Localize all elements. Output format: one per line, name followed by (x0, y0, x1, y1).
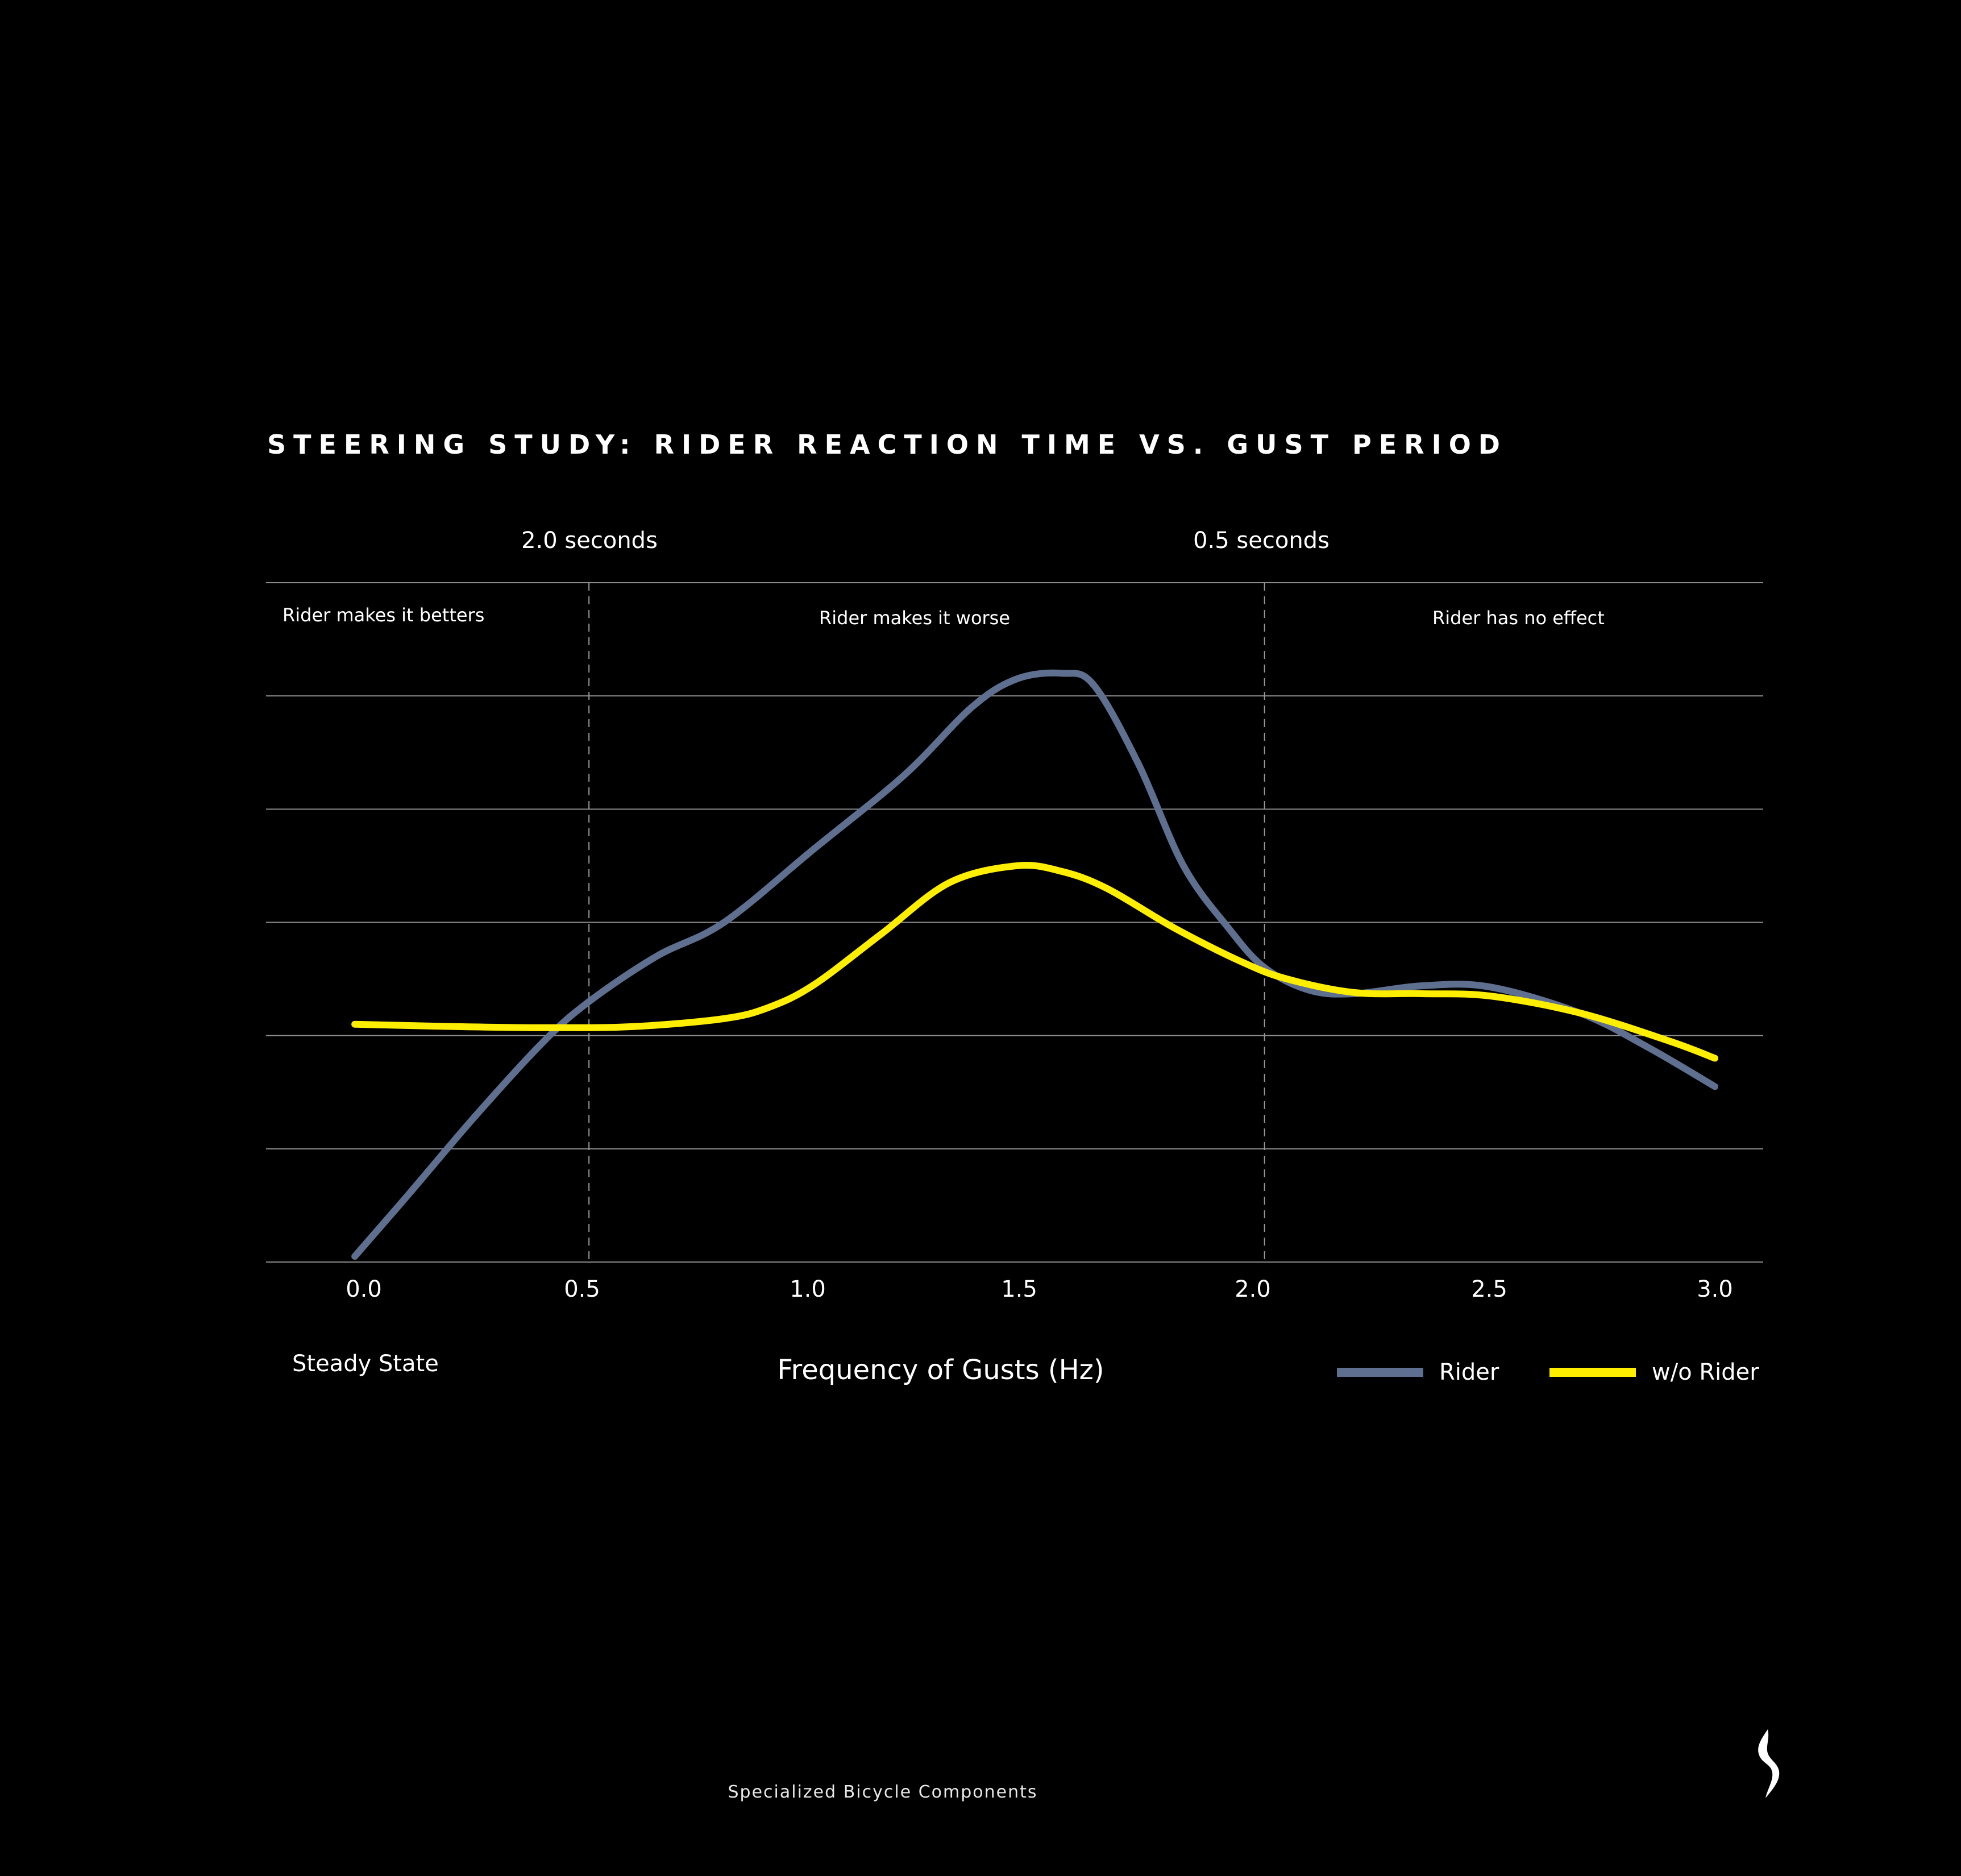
legend-swatch-rider (1337, 1368, 1423, 1377)
x-tick-label: 1.5 (1001, 1276, 1037, 1302)
footer-text: Specialized Bicycle Components (728, 1782, 1038, 1802)
legend-item-without-rider: w/o Rider (1549, 1355, 1759, 1389)
series-line-rider (351, 669, 1718, 1260)
x-tick-label: 0.5 (564, 1276, 600, 1302)
chart-title: STEERING STUDY: RIDER REACTION TIME VS. … (267, 429, 1507, 460)
steady-state-label: Steady State (292, 1351, 439, 1377)
legend-label-rider: Rider (1439, 1359, 1499, 1385)
x-tick-label: 1.0 (790, 1276, 826, 1302)
legend-swatch-without-rider (1549, 1368, 1636, 1377)
region-label-no-effect: Rider has no effect (1432, 607, 1605, 629)
legend-item-rider: Rider (1337, 1355, 1499, 1389)
region-label-better: Rider makes it betters (282, 604, 485, 626)
legend-label-without-rider: w/o Rider (1652, 1359, 1759, 1385)
x-axis-label: Frequency of Gusts (Hz) (777, 1354, 1104, 1386)
period-marker-label-2s: 2.0 seconds (521, 528, 658, 554)
period-marker-label-05s: 0.5 seconds (1193, 528, 1330, 554)
x-tick-label: 2.5 (1471, 1276, 1507, 1302)
x-tick-label: 3.0 (1697, 1276, 1733, 1302)
specialized-s-logo-icon (1758, 1729, 1780, 1798)
region-label-worse: Rider makes it worse (819, 607, 1011, 629)
series-line-without-rider (351, 862, 1718, 1062)
x-tick-label: 0.0 (346, 1276, 382, 1302)
x-tick-label: 2.0 (1235, 1276, 1271, 1302)
